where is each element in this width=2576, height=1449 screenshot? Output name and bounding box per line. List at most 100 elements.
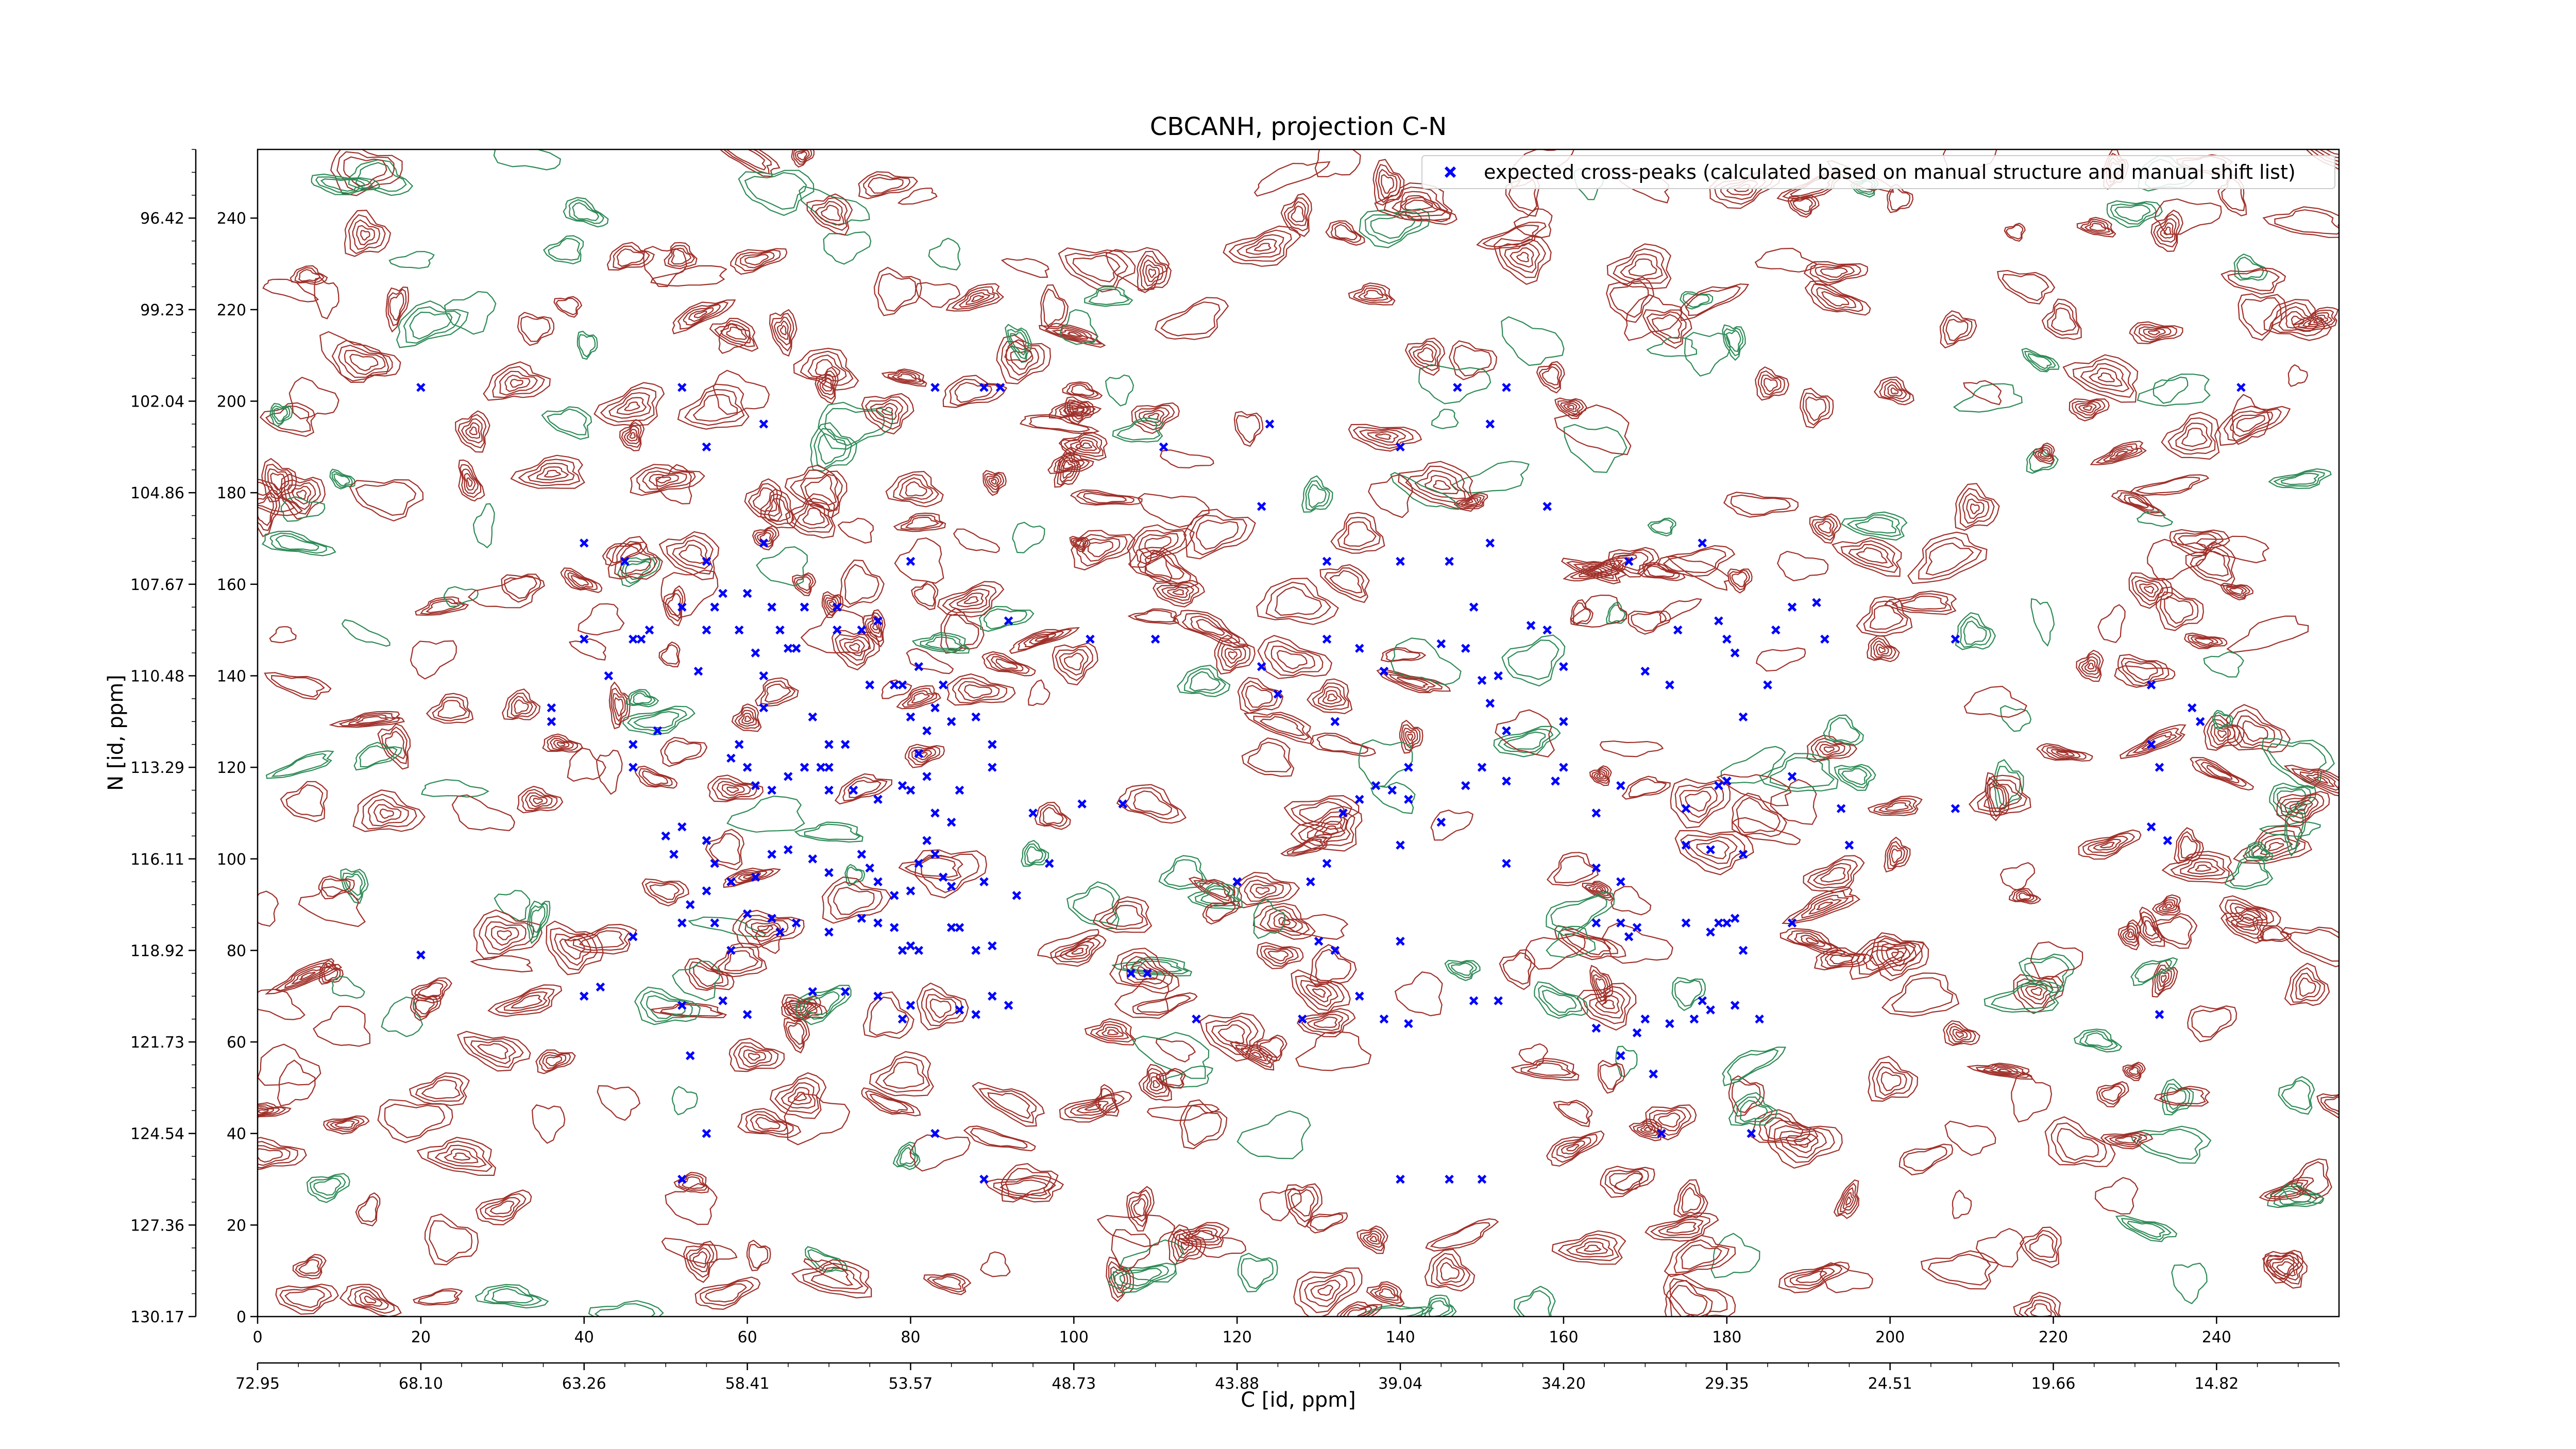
positive-contour [737,1108,802,1138]
positive-contour [373,804,402,823]
positive-contour [1696,840,1730,860]
positive-contour [489,1200,515,1215]
cross-peak-marker [1379,666,1389,676]
positive-contour [1903,1145,1947,1171]
cross-peak-marker [808,712,818,722]
positive-contour [2263,1250,2303,1284]
negative-contour [1072,886,1117,924]
positive-contour [466,477,473,487]
negative-contour [1183,668,1227,694]
positive-contour [2151,959,2178,998]
cross-peak-marker [1273,689,1283,699]
positive-contour [1287,201,1307,226]
positive-contour [424,1213,479,1266]
positive-contour [1856,596,1913,637]
positive-contour [1570,594,1627,628]
cross-peak-marker [767,602,776,612]
positive-contour [2097,372,2115,382]
positive-contour [2194,637,2214,645]
positive-contour [1582,565,1611,577]
positive-contour [1557,1234,1620,1261]
positive-contour [671,247,692,265]
negative-contour [1108,1262,1177,1293]
positive-contour [379,808,394,819]
positive-contour [867,615,882,638]
cross-peak-marker [1338,808,1348,818]
positive-contour [517,312,555,346]
positive-contour [258,890,279,927]
cross-peak-marker [1738,946,1748,955]
positive-contour [2170,854,2230,880]
positive-contour [752,525,779,551]
negative-contour [1012,521,1045,553]
positive-contour [1527,1062,1572,1076]
positive-contour [1336,1301,1383,1317]
legend-box [1421,155,2335,189]
cross-peak-marker [808,987,818,997]
positive-contour [921,988,963,1026]
positive-contour [608,681,631,730]
positive-contour [1831,537,1902,577]
cross-peak-marker [1045,858,1054,868]
positive-contour [1054,446,1081,488]
positive-contour [745,1111,794,1135]
positive-contour [1596,771,1606,780]
x-ppm-tick-label: 34.20 [1541,1375,1586,1393]
cross-peak-marker [775,928,785,937]
cross-peak-marker [914,946,924,955]
positive-contour [544,469,562,478]
positive-contour [564,923,637,955]
positive-contour [781,1082,816,1109]
negative-contour [1177,665,1231,698]
positive-contour [946,673,1016,706]
positive-contour [1310,732,1377,757]
positive-contour [1802,392,1831,426]
positive-contour [1803,855,1865,894]
positive-contour [1886,840,1908,869]
positive-contour [1076,1101,1109,1114]
negative-contour [261,530,336,557]
positive-contour [630,464,705,496]
positive-contour [1405,465,1473,506]
positive-contour [1609,1171,1643,1191]
legend: expected cross-peaks (calculated based o… [1421,155,2335,189]
positive-contour [1039,804,1068,827]
positive-contour [1299,801,1345,825]
positive-contour [2062,354,2139,403]
positive-contour [475,1189,532,1226]
positive-contour [1075,440,1098,451]
positive-contour [298,971,316,980]
cross-peak-marker [734,739,744,749]
positive-contour [636,467,696,494]
cross-peak-marker [1681,804,1691,813]
positive-contour [839,636,870,661]
positive-contour [1848,544,1894,568]
negative-contour [804,823,861,840]
positive-contour [458,459,485,502]
positive-contour [1584,882,1612,899]
cross-peak-marker [824,928,834,937]
positive-contour [677,301,729,330]
positive-contour [2160,222,2174,239]
positive-contour [1109,948,1180,995]
positive-contour [1403,727,1418,749]
negative-contour [443,586,479,608]
positive-contour [2280,793,2325,823]
positive-contour [869,1051,934,1097]
positive-contour [1241,737,1295,777]
positive-contour [1646,311,1687,344]
positive-contour [1127,608,1180,625]
positive-contour [1317,686,1347,708]
positive-contour [1253,714,1310,740]
positive-contour [1334,224,1358,241]
cross-peak-marker [1485,538,1495,548]
positive-contour [1417,347,1434,363]
negative-contour [1501,316,1565,366]
positive-contour [2095,443,2143,464]
positive-contour [258,1104,286,1117]
positive-contour [2274,209,2339,235]
negative-contour [2030,598,2055,647]
positive-contour [290,265,328,285]
positive-contour [1606,276,1655,323]
positive-contour [2138,326,2172,341]
